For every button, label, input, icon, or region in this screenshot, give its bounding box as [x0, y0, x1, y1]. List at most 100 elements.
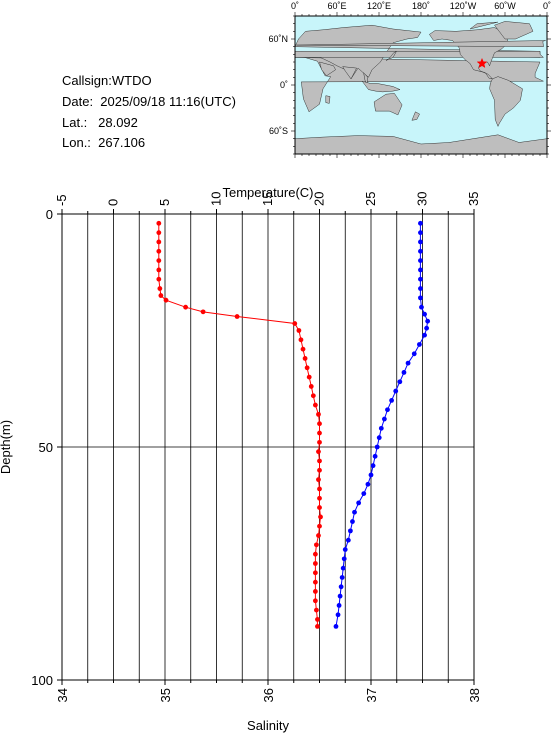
temperature-point: [335, 612, 341, 618]
temperature-point: [361, 491, 367, 496]
salinity-point: [317, 495, 322, 501]
temperature-tick-label: 35: [466, 192, 481, 206]
map-lon-label: 120˚E: [367, 1, 391, 11]
salinity-point: [156, 239, 162, 245]
salinity-point: [304, 365, 310, 371]
salinity-point: [312, 402, 318, 408]
land-japan: [385, 50, 398, 61]
map-lat-label: 60˚S: [269, 126, 288, 136]
temperature-point: [422, 311, 427, 317]
temperature-point: [418, 295, 423, 301]
salinity-point: [312, 598, 318, 604]
temperature-point: [348, 528, 353, 534]
temperature-point: [381, 416, 387, 422]
temperature-point: [337, 593, 343, 599]
temperature-tick-label: 25: [363, 192, 378, 206]
temperature-point: [372, 453, 378, 459]
land-indonesia: [361, 80, 401, 93]
temperature-point: [418, 258, 423, 263]
land-uk: [296, 40, 546, 47]
map-lon-label: 0˚: [291, 1, 299, 11]
salinity-point: [156, 258, 162, 263]
salinity-point: [315, 624, 320, 629]
salinity-point: [312, 551, 318, 557]
temperature-tick-label: 30: [415, 192, 430, 206]
depth-axis-label: Depth(m): [0, 420, 13, 474]
salinity-point: [317, 505, 322, 510]
temperature-point: [345, 537, 351, 543]
salinity-point: [163, 297, 169, 303]
salinity-point: [156, 230, 162, 236]
temperature-point: [405, 360, 411, 366]
land-australia: [373, 93, 403, 116]
salinity-point: [298, 337, 304, 343]
temperature-point: [336, 603, 342, 608]
temperature-point: [342, 547, 348, 552]
salinity-point: [183, 304, 189, 310]
land-greenland: [494, 21, 534, 40]
map-lat-label: 60˚N: [268, 34, 288, 44]
salinity-point: [316, 411, 321, 417]
temperature-point: [422, 332, 427, 338]
land-arctic-islands: [469, 21, 499, 30]
salinity-point: [317, 458, 322, 464]
temperature-point: [352, 509, 357, 515]
land-south-america: [489, 76, 523, 128]
temperature-point: [418, 239, 423, 245]
salinity-point: [306, 374, 312, 380]
salinity-tick-label: 37: [364, 688, 379, 702]
map-lon-label: 120˚W: [450, 1, 477, 11]
salinity-point: [158, 293, 164, 298]
salinity-point: [312, 570, 318, 576]
temperature-point: [401, 370, 407, 375]
map-lat-labels: 60˚N 0˚ 60˚S: [268, 34, 288, 136]
salinity-point: [317, 486, 322, 492]
temperature-point: [365, 481, 371, 487]
temperature-tick-label: 0: [106, 199, 121, 206]
salinity-point: [317, 439, 322, 445]
temperature-point: [418, 248, 423, 254]
temperature-point: [418, 267, 423, 273]
salinity-point: [317, 467, 322, 473]
temperature-point: [419, 304, 424, 310]
temperature-point: [378, 425, 384, 431]
temperature-point: [341, 556, 347, 562]
salinity-axis-label: Salinity: [247, 718, 289, 733]
temperature-point: [411, 351, 417, 357]
depth-ticks: 0 50 100: [31, 207, 62, 688]
temperature-axis-label: Temperature(C): [222, 185, 313, 200]
temperature-point: [385, 407, 390, 413]
temperature-point: [418, 286, 423, 291]
depth-tick-label: 50: [39, 440, 53, 455]
land-europe-asia-east: [294, 51, 545, 58]
plot-grid: [62, 214, 474, 680]
salinity-point: [157, 286, 163, 291]
map-land: [294, 21, 548, 155]
temperature-point: [425, 318, 431, 324]
salinity-point: [314, 607, 319, 613]
salinity-point: [317, 523, 322, 529]
salinity-point: [308, 384, 314, 389]
salinity-point: [156, 248, 162, 254]
salinity-point: [317, 430, 322, 436]
salinity-point: [302, 356, 308, 361]
map-lon-labels: 0˚ 60˚E 120˚E 180˚ 120˚W 60˚W 0˚: [291, 1, 551, 11]
map-lon-label: 60˚E: [327, 1, 346, 11]
salinity-point: [316, 449, 321, 455]
depth-tick-label: 100: [31, 673, 53, 688]
salinity-point: [156, 276, 162, 282]
temperature-point: [376, 435, 382, 441]
land-new-zealand: [411, 111, 420, 121]
salinity-point: [312, 579, 318, 585]
salinity-point: [292, 321, 298, 326]
map-lon-label: 0˚: [543, 1, 551, 11]
land-madagascar: [325, 95, 331, 104]
temperature-tick-label: 15: [260, 192, 275, 206]
salinity-point: [317, 421, 322, 427]
salinity-point: [312, 589, 318, 594]
temperature-tick-label: 10: [209, 192, 224, 206]
salinity-point: [316, 477, 321, 483]
map-lon-label: 60˚W: [494, 1, 516, 11]
salinity-tick-label: 35: [158, 688, 173, 702]
